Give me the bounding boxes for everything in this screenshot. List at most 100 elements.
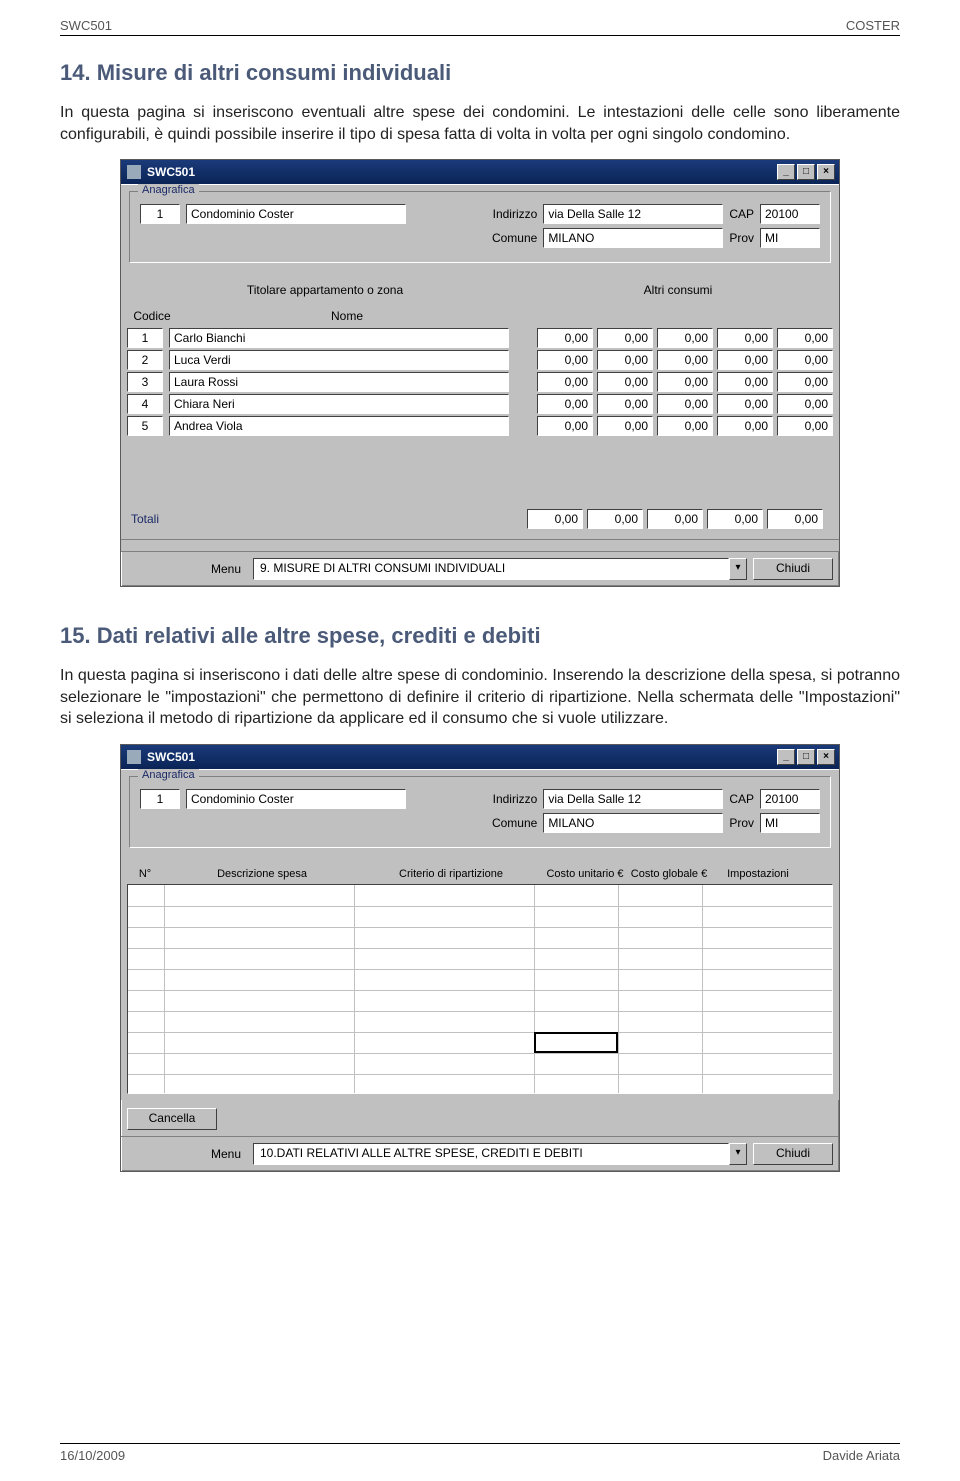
- chiudi-button[interactable]: Chiudi: [753, 558, 833, 580]
- prov-field[interactable]: MI: [760, 228, 820, 248]
- row-id[interactable]: 3: [127, 372, 163, 392]
- value-cell[interactable]: 0,00: [537, 394, 593, 414]
- app-icon: [127, 750, 141, 764]
- anagrafica-label: Anagrafica: [138, 769, 199, 781]
- grid-body[interactable]: [127, 884, 833, 1094]
- anagrafica-id[interactable]: 1: [140, 789, 180, 809]
- value-cell[interactable]: 0,00: [537, 350, 593, 370]
- value-cell[interactable]: 0,00: [777, 350, 833, 370]
- row-id[interactable]: 2: [127, 350, 163, 370]
- value-cell[interactable]: 0,00: [777, 372, 833, 392]
- value-cell[interactable]: 0,00: [657, 328, 713, 348]
- value-cell[interactable]: 0,00: [717, 328, 773, 348]
- value-cell[interactable]: 0,00: [717, 416, 773, 436]
- value-cell[interactable]: 0,00: [777, 328, 833, 348]
- value-cell[interactable]: 0,00: [597, 372, 653, 392]
- row-name[interactable]: Chiara Neri: [169, 394, 509, 414]
- row-id[interactable]: 4: [127, 394, 163, 414]
- cancella-button[interactable]: Cancella: [127, 1108, 217, 1130]
- window-title: SWC501: [147, 750, 195, 764]
- cap-label: CAP: [729, 792, 754, 806]
- totali-cell: 0,00: [707, 509, 763, 529]
- app-icon: [127, 165, 141, 179]
- prov-label: Prov: [729, 231, 754, 245]
- minimize-button[interactable]: _: [777, 164, 795, 180]
- value-cell[interactable]: 0,00: [657, 394, 713, 414]
- totali-cell: 0,00: [587, 509, 643, 529]
- section-15-title: 15. Dati relativi alle altre spese, cred…: [60, 623, 900, 649]
- section-14-title: 14. Misure di altri consumi individuali: [60, 60, 900, 86]
- menu-bar: Menu 9. MISURE DI ALTRI CONSUMI INDIVIDU…: [121, 551, 839, 586]
- row-name[interactable]: Carlo Bianchi: [169, 328, 509, 348]
- value-cell[interactable]: 0,00: [537, 416, 593, 436]
- value-cell[interactable]: 0,00: [537, 328, 593, 348]
- row-name[interactable]: Luca Verdi: [169, 350, 509, 370]
- comune-field[interactable]: MILANO: [543, 228, 723, 248]
- col-descrizione: Descrizione spesa: [167, 868, 357, 880]
- value-cell[interactable]: 0,00: [597, 328, 653, 348]
- indirizzo-label: Indirizzo: [493, 792, 538, 806]
- table-row: 3Laura Rossi0,000,000,000,000,00: [127, 371, 833, 393]
- comune-label: Comune: [492, 231, 537, 245]
- table-row: 2Luca Verdi0,000,000,000,000,00: [127, 349, 833, 371]
- row-name[interactable]: Andrea Viola: [169, 416, 509, 436]
- row-id[interactable]: 5: [127, 416, 163, 436]
- chevron-down-icon[interactable]: ▾: [729, 558, 747, 580]
- value-cell[interactable]: 0,00: [597, 416, 653, 436]
- menu-combo[interactable]: 10.DATI RELATIVI ALLE ALTRE SPESE, CREDI…: [253, 1143, 747, 1165]
- indirizzo-field[interactable]: via Della Salle 12: [543, 789, 723, 809]
- chevron-down-icon[interactable]: ▾: [729, 1143, 747, 1165]
- value-cell[interactable]: 0,00: [777, 416, 833, 436]
- value-cell[interactable]: 0,00: [597, 394, 653, 414]
- col-codice: Codice: [127, 309, 177, 323]
- doc-footer-right: Davide Ariata: [823, 1448, 900, 1463]
- header-altri: Altri consumi: [523, 283, 833, 297]
- section-15-para: In questa pagina si inseriscono i dati d…: [60, 665, 900, 730]
- menu-combo[interactable]: 9. MISURE DI ALTRI CONSUMI INDIVIDUALI ▾: [253, 558, 747, 580]
- cap-field[interactable]: 20100: [760, 789, 820, 809]
- chiudi-button[interactable]: Chiudi: [753, 1143, 833, 1165]
- menu-bar: Menu 10.DATI RELATIVI ALLE ALTRE SPESE, …: [121, 1136, 839, 1171]
- indirizzo-field[interactable]: via Della Salle 12: [543, 204, 723, 224]
- active-cell[interactable]: [534, 1032, 618, 1053]
- maximize-button[interactable]: □: [797, 164, 815, 180]
- anagrafica-group: Anagrafica 1 Condominio Coster Indirizzo…: [129, 776, 831, 848]
- value-cell[interactable]: 0,00: [657, 416, 713, 436]
- totali-label: Totali: [127, 512, 523, 526]
- doc-header-left: SWC501: [60, 18, 112, 33]
- value-cell[interactable]: 0,00: [537, 372, 593, 392]
- app-window-2: SWC501 _ □ × Anagrafica 1 Condominio Cos…: [120, 744, 840, 1172]
- close-button[interactable]: ×: [817, 164, 835, 180]
- menu-label: Menu: [127, 562, 247, 576]
- value-cell[interactable]: 0,00: [657, 372, 713, 392]
- condominio-field[interactable]: Condominio Coster: [186, 789, 406, 809]
- value-cell[interactable]: 0,00: [777, 394, 833, 414]
- totali-cell: 0,00: [767, 509, 823, 529]
- value-cell[interactable]: 0,00: [717, 394, 773, 414]
- col-costo-globale: Costo globale €: [629, 868, 709, 880]
- menu-combo-text: 9. MISURE DI ALTRI CONSUMI INDIVIDUALI: [253, 558, 729, 580]
- maximize-button[interactable]: □: [797, 749, 815, 765]
- value-cell[interactable]: 0,00: [717, 350, 773, 370]
- totali-cell: 0,00: [527, 509, 583, 529]
- value-cell[interactable]: 0,00: [717, 372, 773, 392]
- row-id[interactable]: 1: [127, 328, 163, 348]
- comune-field[interactable]: MILANO: [543, 813, 723, 833]
- menu-label: Menu: [127, 1147, 247, 1161]
- value-cell[interactable]: 0,00: [657, 350, 713, 370]
- cap-field[interactable]: 20100: [760, 204, 820, 224]
- cap-label: CAP: [729, 207, 754, 221]
- close-button[interactable]: ×: [817, 749, 835, 765]
- col-nome: Nome: [177, 309, 517, 323]
- minimize-button[interactable]: _: [777, 749, 795, 765]
- prov-field[interactable]: MI: [760, 813, 820, 833]
- totali-cell: 0,00: [647, 509, 703, 529]
- indirizzo-label: Indirizzo: [493, 207, 538, 221]
- value-cell[interactable]: 0,00: [597, 350, 653, 370]
- anagrafica-label: Anagrafica: [138, 184, 199, 196]
- condominio-field[interactable]: Condominio Coster: [186, 204, 406, 224]
- doc-header-right: COSTER: [846, 18, 900, 33]
- row-name[interactable]: Laura Rossi: [169, 372, 509, 392]
- totali-row: Totali 0,00 0,00 0,00 0,00 0,00: [127, 505, 833, 533]
- anagrafica-id[interactable]: 1: [140, 204, 180, 224]
